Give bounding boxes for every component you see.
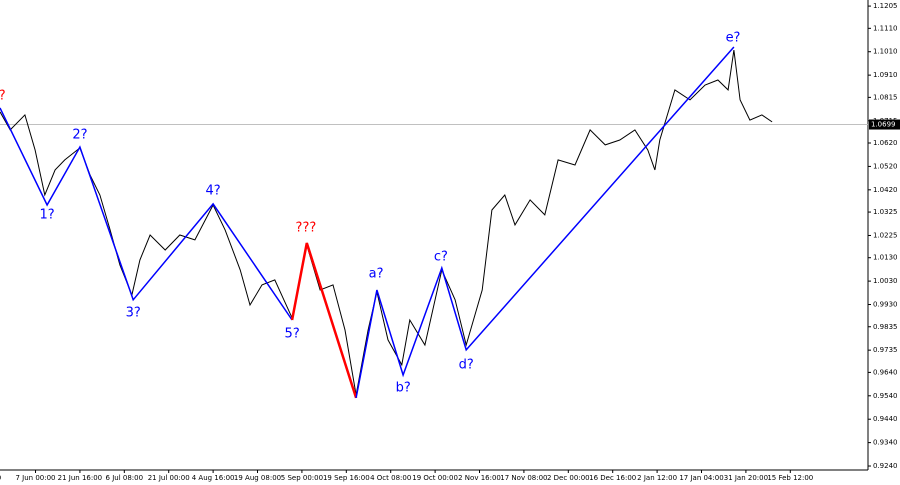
wave-label: c? xyxy=(434,250,448,265)
y-tick-label: 1.0130 xyxy=(873,254,898,262)
wave-label: ? xyxy=(0,88,6,103)
x-tick-label: 2 Jan 12:00 xyxy=(637,474,677,482)
y-tick-label: 1.0225 xyxy=(873,231,898,239)
x-tick-label: 4 Aug 16:00 xyxy=(192,474,235,482)
wave-label: e? xyxy=(726,30,741,45)
x-tick-label: 31 Jan 20:00 xyxy=(724,474,768,482)
series-line xyxy=(355,46,735,399)
wave-label: ??? xyxy=(296,220,317,235)
wave-label: 2? xyxy=(72,128,87,143)
y-tick-label: 0.9440 xyxy=(873,415,898,423)
x-tick-label: 6 Jul 08:00 xyxy=(106,474,144,482)
last-price-box xyxy=(869,119,900,130)
y-tick-label: 1.0325 xyxy=(873,208,898,216)
y-tick-label: 1.0620 xyxy=(873,139,898,147)
x-tick-label: 15 Feb 12:00 xyxy=(767,474,813,482)
last-price-label: 1.0699 xyxy=(871,121,896,129)
y-tick-label: 1.0030 xyxy=(873,277,898,285)
y-tick-label: 1.1205 xyxy=(873,2,898,10)
y-tick-label: 0.9340 xyxy=(873,439,898,447)
x-tick-label: 16 Dec 16:00 xyxy=(589,474,636,482)
x-tick-label: 2 Nov 16:00 xyxy=(458,474,501,482)
wave-label: 1? xyxy=(39,207,54,222)
x-tick-label: 5 Sep 00:00 xyxy=(281,474,323,482)
y-tick-label: 0.9735 xyxy=(873,346,898,354)
y-tick-label: 1.0420 xyxy=(873,186,898,194)
y-tick-label: 1.0520 xyxy=(873,162,898,170)
y-tick-label: 0.9540 xyxy=(873,392,898,400)
x-tick-label: 08:00 xyxy=(0,474,1,482)
x-tick-label: 2 Dec 00:00 xyxy=(547,474,590,482)
x-tick-label: 19 Oct 00:00 xyxy=(412,474,458,482)
wave-label: 5? xyxy=(285,327,300,342)
wave-label: 3? xyxy=(126,305,141,320)
series-line xyxy=(290,242,358,399)
x-tick-label: 7 Jun 00:00 xyxy=(16,474,56,482)
x-tick-label: 19 Sep 16:00 xyxy=(323,474,370,482)
y-tick-label: 1.1010 xyxy=(873,48,898,56)
x-tick-label: 21 Jul 00:00 xyxy=(148,474,190,482)
y-tick-label: 0.9835 xyxy=(873,323,898,331)
wave-label: 4? xyxy=(206,183,221,198)
wave-label: d? xyxy=(459,357,474,372)
x-tick-label: 17 Nov 08:00 xyxy=(500,474,547,482)
x-tick-label: 17 Jan 04:00 xyxy=(679,474,723,482)
y-tick-label: 1.0815 xyxy=(873,93,898,101)
wave-label: a? xyxy=(369,266,384,281)
y-tick-label: 0.9240 xyxy=(873,462,898,470)
y-tick-label: 0.9640 xyxy=(873,368,898,376)
series-line xyxy=(0,107,293,321)
wave-label: b? xyxy=(396,380,411,395)
y-tick-label: 1.1110 xyxy=(873,24,898,32)
x-tick-label: 19 Aug 08:00 xyxy=(234,474,281,482)
y-tick-label: 1.0910 xyxy=(873,71,898,79)
x-tick-label: 21 Jun 16:00 xyxy=(58,474,102,482)
x-tick-label: 4 Oct 08:00 xyxy=(370,474,411,482)
y-tick-label: 0.9930 xyxy=(873,301,898,309)
